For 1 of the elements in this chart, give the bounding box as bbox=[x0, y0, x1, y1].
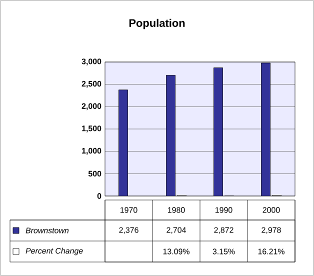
chart-title: Population bbox=[129, 18, 185, 30]
